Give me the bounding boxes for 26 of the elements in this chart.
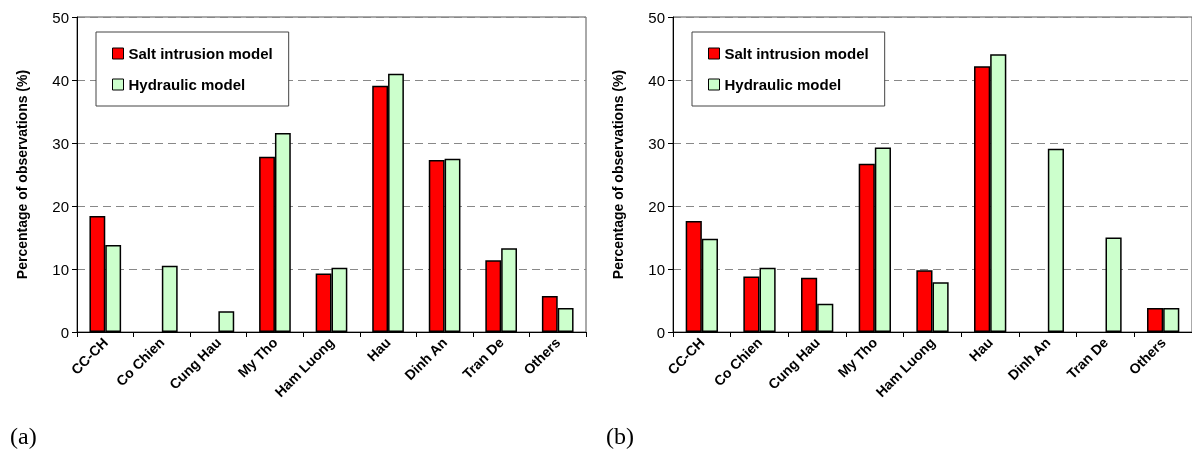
x-tick-label: Hau <box>363 334 394 365</box>
legend-label: Salt intrusion model <box>724 45 869 62</box>
y-tick-label: 30 <box>648 134 665 152</box>
x-tick-label: Hau <box>965 334 996 365</box>
y-tick-label: 10 <box>648 260 665 278</box>
y-tick-label: 0 <box>60 323 69 341</box>
text: (b) <box>606 423 634 449</box>
x-tick-label: Tran De <box>459 334 507 382</box>
y-tick-label: 50 <box>648 8 665 26</box>
legend-label: Hydraulic model <box>724 76 842 93</box>
y-tick-label: 0 <box>656 323 665 341</box>
x-tick-label: My Tho <box>234 334 281 381</box>
y-tick-label: 40 <box>648 71 665 89</box>
y-tick-label: 20 <box>648 197 665 215</box>
y-tick-label: 10 <box>52 260 69 278</box>
y-axis-title: Percentage of observations (%) <box>610 69 626 280</box>
x-tick-label: Tran De <box>1063 334 1112 382</box>
y-tick-label: 50 <box>52 8 69 26</box>
legend-label: Hydraulic model <box>128 76 246 93</box>
text: (a) <box>10 423 37 449</box>
y-tick-label: 30 <box>52 134 69 152</box>
legend-label: Salt intrusion model <box>128 45 273 62</box>
y-tick-label: 40 <box>52 71 69 89</box>
y-tick-label: 20 <box>52 197 69 215</box>
y-axis-title: Percentage of observations (%) <box>14 69 30 280</box>
x-tick-label: My Tho <box>834 334 881 381</box>
